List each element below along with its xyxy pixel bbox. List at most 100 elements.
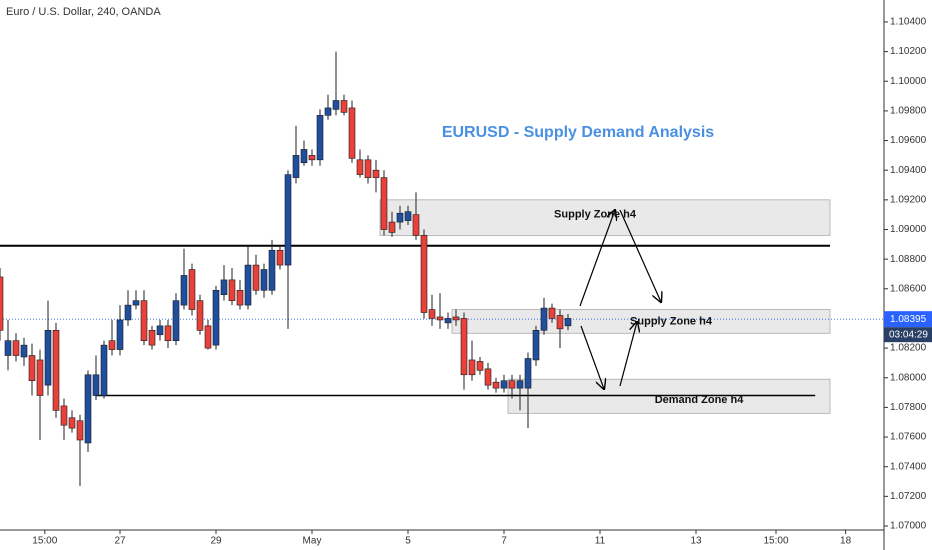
candle-body	[284, 174, 292, 266]
last-price-label: 1.08395	[890, 314, 927, 325]
x-tick-label: 15:00	[32, 536, 57, 547]
candle-body	[44, 330, 52, 386]
candle-body	[308, 155, 316, 161]
candle-body	[372, 169, 380, 178]
arrow	[619, 322, 637, 387]
candle-body	[500, 380, 508, 389]
candle-body	[404, 211, 412, 221]
candle-body	[300, 149, 308, 164]
y-tick-label: 1.09800	[890, 106, 927, 117]
candle-body	[540, 307, 548, 331]
candle-body	[124, 304, 132, 321]
x-tick-label: 27	[114, 536, 126, 547]
candle-body	[196, 300, 204, 331]
candle-body	[524, 358, 532, 389]
candle-body	[532, 330, 540, 361]
y-tick-label: 1.10400	[890, 17, 927, 28]
candle-body	[212, 289, 220, 346]
x-tick-label: 29	[210, 536, 222, 547]
candle-body	[452, 316, 460, 321]
candle-body	[76, 420, 84, 441]
zone-label: Supply Zone h4	[630, 315, 713, 327]
candle-body	[476, 361, 484, 371]
y-tick-label: 1.09200	[890, 194, 927, 205]
y-tick-label: 1.08000	[890, 372, 927, 383]
x-tick-label: May	[303, 536, 322, 547]
candle-body	[292, 155, 300, 178]
candle-body	[548, 307, 556, 319]
candle-body	[164, 325, 172, 341]
candle-body	[324, 107, 332, 116]
y-tick-label: 1.09000	[890, 224, 927, 235]
candle-body	[228, 279, 236, 301]
chart-title: Euro / U.S. Dollar, 240, OANDA	[6, 6, 161, 18]
y-tick-label: 1.08800	[890, 254, 927, 265]
candle-body	[332, 100, 340, 110]
candle-body	[180, 275, 188, 306]
zone-label: Supply Zone h4	[554, 209, 637, 221]
candle-body	[92, 374, 100, 396]
candle-body	[260, 269, 268, 291]
y-tick-label: 1.08200	[890, 343, 927, 354]
candle-body	[364, 159, 372, 178]
x-tick-label: 5	[405, 536, 411, 547]
candle-body	[172, 300, 180, 341]
y-tick-label: 1.07800	[890, 402, 927, 413]
candle-body	[12, 340, 20, 356]
candle-body	[316, 115, 324, 161]
y-tick-label: 1.09600	[890, 135, 927, 146]
zone-label: Demand Zone h4	[655, 394, 745, 406]
countdown-label: 03:04:29	[889, 329, 928, 340]
candle-body	[444, 318, 452, 324]
candle-body	[148, 330, 156, 346]
candle-body	[156, 325, 164, 336]
candle-body	[484, 368, 492, 386]
zone	[379, 199, 831, 236]
arrow	[579, 210, 615, 307]
candle-body	[388, 221, 396, 233]
y-tick-label: 1.10200	[890, 46, 927, 57]
candle-body	[20, 344, 28, 358]
candle-body	[356, 159, 364, 175]
candle-body	[252, 264, 260, 291]
candle-body	[68, 417, 76, 429]
arrow	[580, 325, 604, 389]
candle-body	[220, 279, 228, 296]
candle-body	[436, 316, 444, 321]
candle-body	[564, 318, 572, 327]
arrow	[619, 209, 661, 302]
candle-body	[52, 330, 60, 411]
annotation: EURUSD - Supply Demand Analysis	[442, 124, 714, 141]
y-tick-label: 1.07600	[890, 432, 927, 443]
candle-body	[396, 212, 404, 223]
candle-body	[348, 107, 356, 159]
y-tick-label: 1.08600	[890, 283, 927, 294]
candle-body	[276, 249, 284, 266]
candle-body	[556, 315, 564, 330]
y-tick-label: 1.07400	[890, 461, 927, 472]
candle-body	[492, 381, 500, 389]
candle-body	[428, 309, 436, 319]
candle-body	[36, 359, 44, 396]
x-tick-label: 18	[840, 536, 852, 547]
candle-body	[380, 177, 388, 230]
candle-body	[108, 340, 116, 350]
countdown-tag	[884, 327, 932, 343]
candle-body	[268, 249, 276, 291]
candle-body	[116, 319, 124, 350]
x-tick-label: 11	[595, 536, 606, 547]
candle-body	[84, 374, 92, 444]
y-tick-label: 1.09400	[890, 165, 927, 176]
y-tick-label: 1.10000	[890, 76, 927, 87]
candle-body	[460, 318, 468, 376]
x-tick-label: 7	[501, 536, 507, 547]
candle-body	[340, 100, 348, 113]
candle-body	[236, 289, 244, 306]
candle-body	[188, 269, 196, 310]
candle-body	[0, 276, 4, 331]
candle-body	[140, 300, 148, 341]
y-tick-label: 1.07000	[890, 521, 927, 532]
candle-body	[420, 235, 428, 313]
last-price-tag	[884, 311, 932, 328]
